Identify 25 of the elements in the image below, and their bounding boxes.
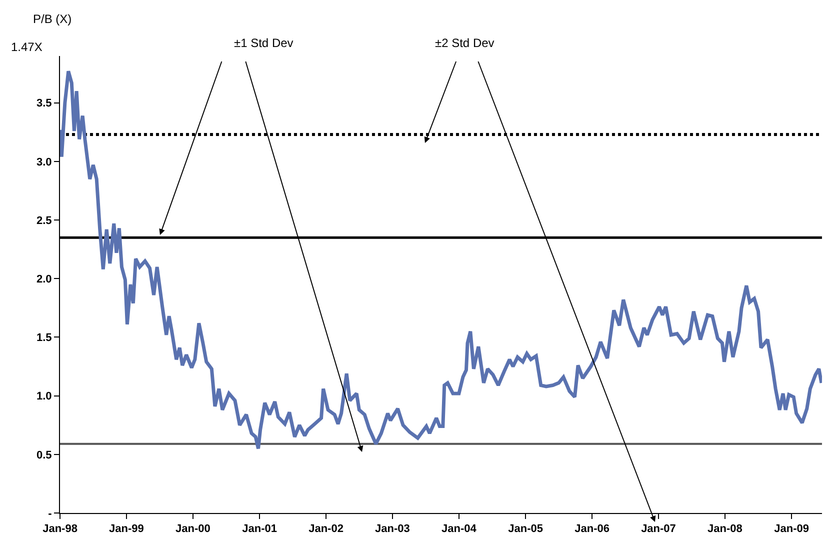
x-tick-label: Jan-07 xyxy=(641,523,676,536)
x-tick-label: Jan-05 xyxy=(508,523,544,536)
x-tick-label: Jan-04 xyxy=(442,523,478,536)
y-axis-title: P/B (X) xyxy=(33,12,72,26)
text: ±1 Std Dev xyxy=(234,36,294,50)
y-tick-label: 2.5 xyxy=(36,214,52,227)
x-tick-label: Jan-09 xyxy=(774,523,810,536)
y-tick-label: 1.5 xyxy=(36,332,52,344)
line-series xyxy=(60,69,822,450)
x-tick-label: Jan-01 xyxy=(242,523,277,536)
x-tick-label: Jan-03 xyxy=(375,523,410,536)
y-tick-label: - xyxy=(48,508,52,520)
y-tick-label: 3.5 xyxy=(36,98,52,110)
y-tick-label: 0.5 xyxy=(36,449,52,462)
x-tick-label: Jan-08 xyxy=(708,523,742,536)
x-tick-label: Jan-02 xyxy=(308,523,344,536)
text: 1.47X xyxy=(11,40,42,54)
y-tick-label: 1.0 xyxy=(36,390,52,403)
y-tick-label: 2.0 xyxy=(36,273,52,286)
x-tick-label: Jan-99 xyxy=(109,523,144,536)
text: ±2 Std Dev xyxy=(435,36,494,50)
x-tick-label: Jan-06 xyxy=(574,523,610,536)
x-tick-label: Jan-00 xyxy=(175,523,210,536)
y-tick-label: 3.0 xyxy=(36,156,52,168)
x-tick-label: Jan-98 xyxy=(42,523,78,536)
